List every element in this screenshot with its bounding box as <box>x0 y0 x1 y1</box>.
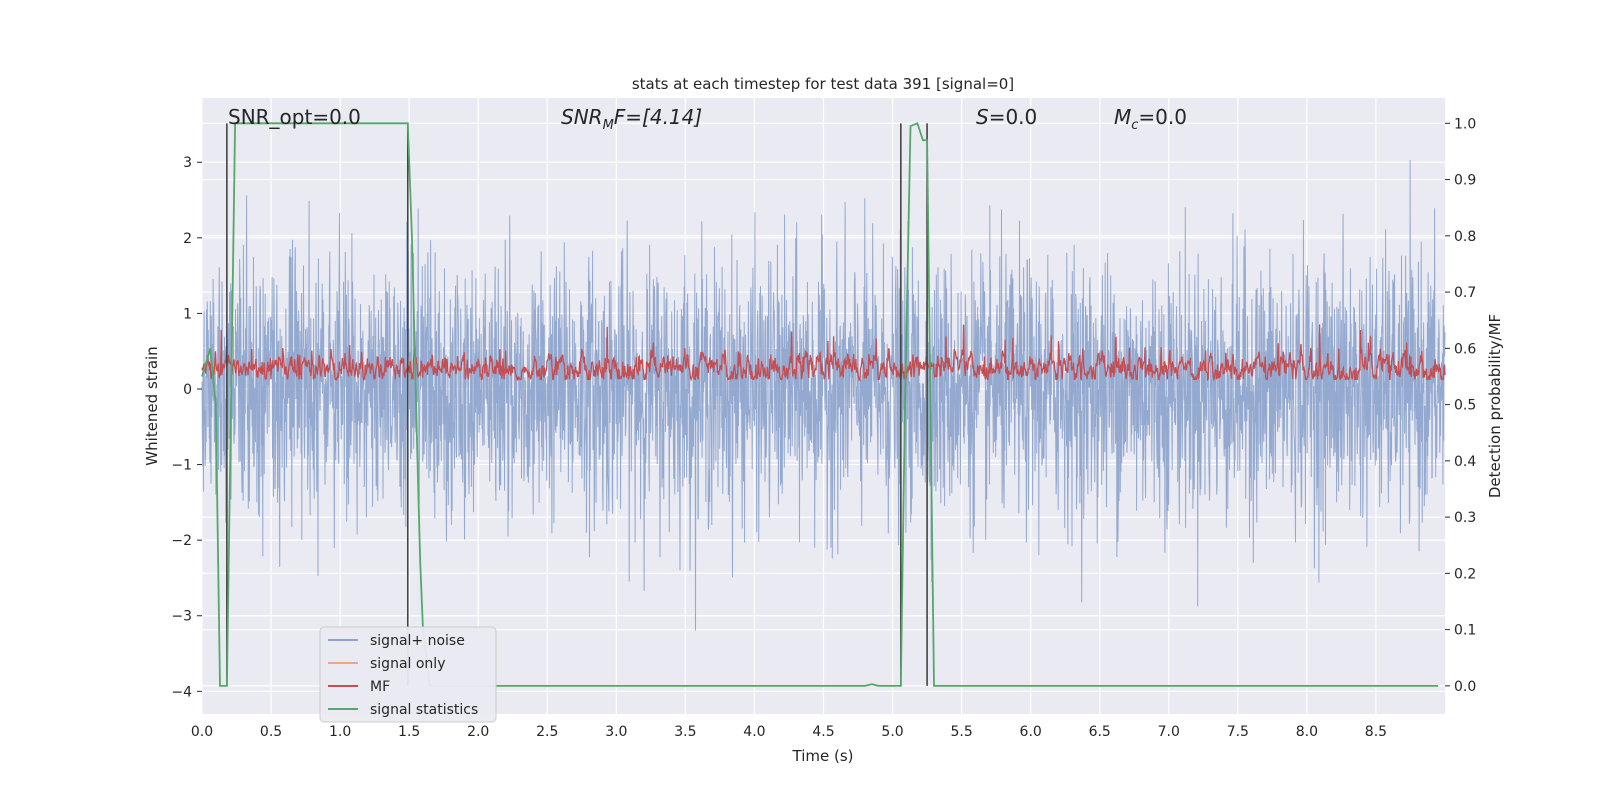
legend-label-signal-noise: signal+ noise <box>370 633 465 649</box>
y-tick-label-right: 1.0 <box>1454 116 1476 132</box>
x-tick-label: 8.5 <box>1365 724 1387 740</box>
y-tick-label-left: 2 <box>183 231 192 247</box>
mf-series <box>201 324 1446 382</box>
x-tick-label: 2.0 <box>467 724 489 740</box>
signal-noise-line <box>201 160 1446 631</box>
y-axis-label-right: Detection probability/MF <box>1486 314 1504 498</box>
x-tick-label: 2.5 <box>536 724 558 740</box>
annotation-mc-rest: =0.0 <box>1138 105 1187 129</box>
grid <box>201 98 1445 714</box>
y-tick-label-right: 0.5 <box>1454 398 1476 414</box>
x-tick-label: 4.0 <box>743 724 765 740</box>
annotation-snr-mf-sub: M <box>603 118 614 133</box>
y-tick-label-right: 0.9 <box>1454 173 1476 189</box>
legend-label-signal-only: signal only <box>370 656 445 672</box>
x-tick-label: 1.5 <box>398 724 420 740</box>
x-tick-label: 6.0 <box>1020 724 1042 740</box>
y-tick-label-left: 1 <box>183 306 192 322</box>
legend-label-mf: MF <box>370 679 390 695</box>
chart-title: stats at each timestep for test data 391… <box>632 75 1014 93</box>
annotation-mc: Mc=0.0 <box>1114 105 1187 133</box>
y-tick-label-left: −2 <box>171 533 192 549</box>
y-axis-label-left: Whitened strain <box>143 346 161 465</box>
x-tick-label: 0.5 <box>260 724 282 740</box>
y-tick-label-right: 0.0 <box>1454 679 1476 695</box>
signal-noise-series <box>201 160 1446 631</box>
annotation-mc-main: M <box>1114 105 1131 129</box>
legend: signal+ noise signal only MF signal stat… <box>319 626 497 723</box>
y-tick-label-right: 0.3 <box>1454 510 1476 526</box>
annotation-snr-mf-rest: F=[4.14] <box>614 105 702 129</box>
annotation-s: S=0.0 <box>976 105 1037 129</box>
y-tick-label-left: −1 <box>171 458 192 474</box>
x-tick-label: 7.0 <box>1158 724 1180 740</box>
y-tick-label-left: −3 <box>171 609 192 625</box>
annotation-snr-mf: SNRMF=[4.14] <box>561 105 702 133</box>
y-tick-label-left: 3 <box>183 155 192 171</box>
y-tick-label-left: −4 <box>171 684 192 700</box>
x-tick-label: 1.0 <box>329 724 351 740</box>
y-tick-label-right: 0.1 <box>1454 623 1476 639</box>
x-tick-label: 4.5 <box>812 724 834 740</box>
x-tick-label: 5.5 <box>950 724 972 740</box>
legend-label-signal-statistics: signal statistics <box>370 702 478 718</box>
x-tick-label: 0.0 <box>191 724 213 740</box>
x-tick-label: 3.0 <box>605 724 627 740</box>
x-tick-label: 3.5 <box>674 724 696 740</box>
y-tick-label-right: 0.2 <box>1454 566 1476 582</box>
y-tick-label-right: 0.8 <box>1454 229 1476 245</box>
x-tick-label: 6.5 <box>1089 724 1111 740</box>
annotation-snr-opt: SNR_opt=0.0 <box>228 105 361 129</box>
y-tick-label-left: 0 <box>183 382 192 398</box>
mf-line <box>201 324 1446 382</box>
legend-box <box>319 626 497 723</box>
x-axis-label: Time (s) <box>792 747 854 765</box>
ticks: 0.0 0.5 1.0 1.5 2.0 2.5 3.0 3.5 4.0 4.5 5.0 5.5 6.0 6… <box>171 116 1476 740</box>
annotation-s-main: S <box>976 105 989 129</box>
annotation-snr-mf-main: SNR <box>561 105 603 129</box>
y-tick-label-right: 0.7 <box>1454 285 1476 301</box>
x-tick-label: 8.0 <box>1296 724 1318 740</box>
vertical-markers <box>226 123 928 686</box>
annotation-mc-sub: c <box>1131 118 1138 133</box>
y-tick-label-right: 0.4 <box>1454 454 1476 470</box>
x-tick-label: 5.0 <box>881 724 903 740</box>
y-tick-label-right: 0.6 <box>1454 341 1476 357</box>
x-tick-label: 7.5 <box>1227 724 1249 740</box>
annotation-s-rest: =0.0 <box>989 105 1038 129</box>
